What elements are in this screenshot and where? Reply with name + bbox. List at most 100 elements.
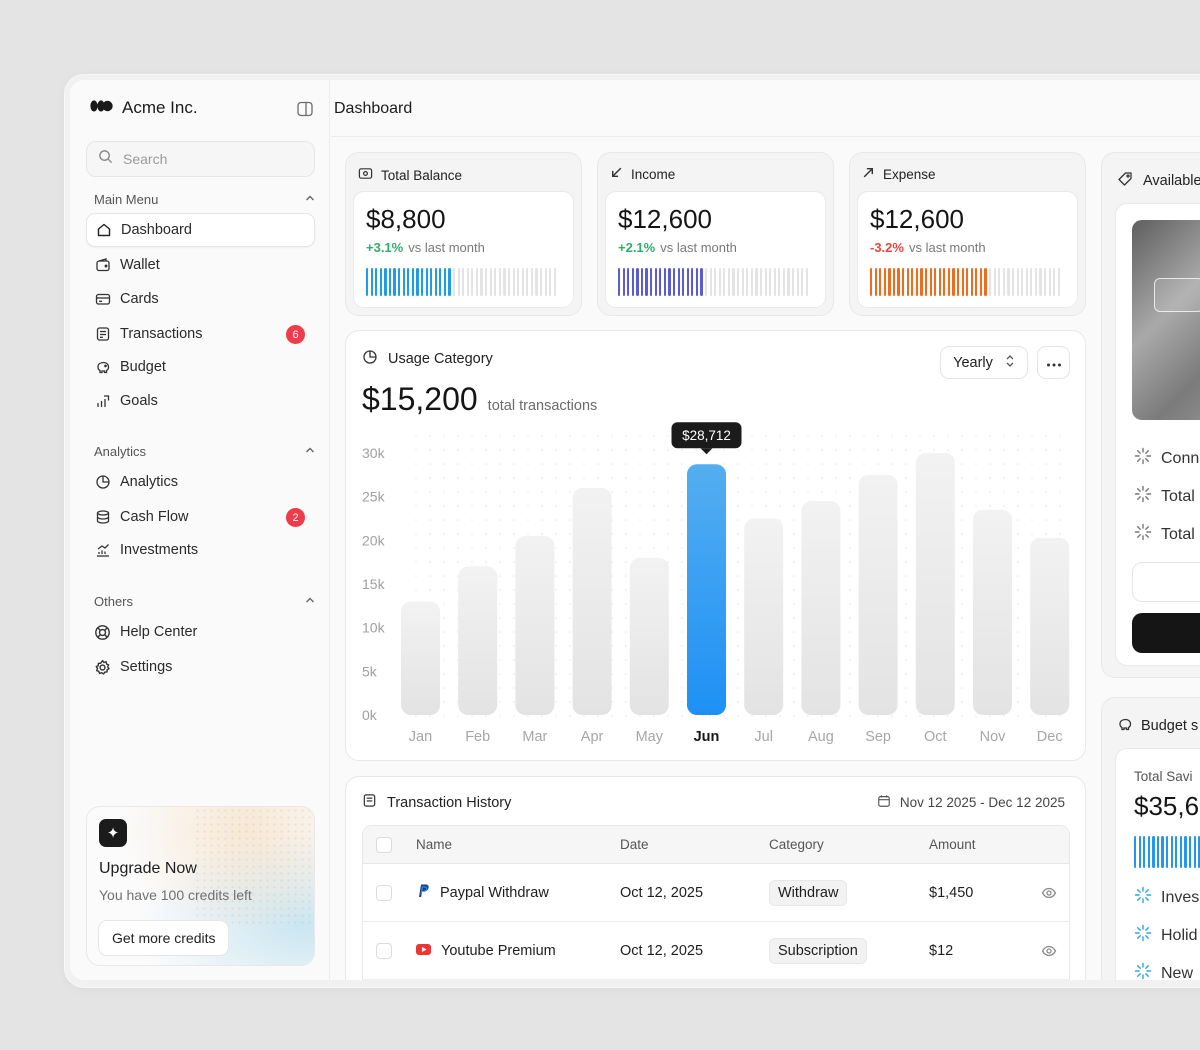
progress-segment xyxy=(677,268,680,296)
progress-segment xyxy=(526,268,529,296)
more-options-button[interactable] xyxy=(1037,346,1070,379)
progress-segment xyxy=(517,268,520,296)
x-tick-label: Feb xyxy=(465,729,490,745)
x-tick-label: Oct xyxy=(924,729,947,745)
progress-segment xyxy=(704,268,708,296)
sidebar-toggle-icon[interactable] xyxy=(296,100,314,118)
stat-card-total-balance: Total Balance $8,800 +3.1% vs last month xyxy=(345,152,582,316)
progress-segment xyxy=(782,268,785,296)
progress-segment xyxy=(979,268,983,296)
chevron-up-icon[interactable] xyxy=(304,594,316,609)
progress-segment xyxy=(902,268,905,296)
progress-segment xyxy=(906,268,909,296)
progress-segment xyxy=(430,268,433,296)
sidebar-item-analytics[interactable]: Analytics xyxy=(86,465,315,499)
credit-card-image[interactable] xyxy=(1132,220,1200,420)
progress-segment xyxy=(961,268,964,296)
sidebar-item-cash-flow[interactable]: Cash Flow 2 xyxy=(86,500,315,534)
sidebar-item-budget[interactable]: Budget xyxy=(86,350,315,384)
table-row[interactable]: Youtube Premium Oct 12, 2025 Subscriptio… xyxy=(363,922,1069,980)
stat-compare-label: vs last month xyxy=(660,240,737,255)
stat-delta: +2.1% vs last month xyxy=(618,240,737,255)
available-row: Total xyxy=(1134,523,1195,546)
main-menu-header[interactable]: Main Menu xyxy=(94,192,316,207)
sidebar-item-settings[interactable]: Settings xyxy=(86,650,315,684)
loader-icon xyxy=(1134,886,1152,909)
eye-icon[interactable] xyxy=(1041,864,1057,921)
get-more-credits-button[interactable]: Get more credits xyxy=(98,920,230,956)
x-tick-label: Apr xyxy=(581,729,604,745)
y-tick-label: 15k xyxy=(362,576,386,592)
select-all-checkbox[interactable] xyxy=(376,836,392,853)
progress-segment xyxy=(975,268,978,296)
bar-feb xyxy=(458,566,498,715)
row-checkbox[interactable] xyxy=(376,884,392,901)
budget-title: Budget s xyxy=(1141,718,1199,734)
progress-segment xyxy=(892,268,896,296)
search-input[interactable] xyxy=(123,151,293,167)
category-pill: Subscription xyxy=(769,937,867,964)
document-icon xyxy=(362,793,377,812)
stat-delta-percent: +3.1% xyxy=(366,240,404,255)
period-select[interactable]: Yearly xyxy=(940,346,1028,379)
brand[interactable]: Acme Inc. xyxy=(90,98,198,118)
column-category[interactable]: Category xyxy=(769,837,824,852)
card-chip-icon xyxy=(1154,278,1200,312)
x-tick-label: May xyxy=(636,729,664,745)
row-checkbox[interactable] xyxy=(376,942,392,959)
row-name: Paypal Withdraw xyxy=(440,884,549,901)
analytics-header[interactable]: Analytics xyxy=(94,444,316,459)
available-row: Conn xyxy=(1134,447,1199,470)
progress-segment xyxy=(741,268,744,296)
progress-segment xyxy=(439,268,442,296)
usage-title: Usage Category xyxy=(388,351,493,367)
column-name[interactable]: Name xyxy=(416,837,453,852)
progress-segment xyxy=(1034,268,1037,296)
table-row[interactable]: Paypal Withdraw Oct 12, 2025 Withdraw $1… xyxy=(363,864,1069,922)
chevron-up-icon[interactable] xyxy=(304,192,316,207)
available-card: Available Conn Total Total xyxy=(1101,152,1200,678)
stat-header: Total Balance xyxy=(358,166,462,184)
sidebar-item-cards[interactable]: Cards xyxy=(86,282,315,316)
others-header[interactable]: Others xyxy=(94,594,316,609)
primary-action-button[interactable] xyxy=(1132,613,1200,653)
progress-segment xyxy=(457,268,460,296)
budget-progress-bars xyxy=(1134,836,1200,868)
sidebar-item-wallet[interactable]: Wallet xyxy=(86,248,315,282)
column-date[interactable]: Date xyxy=(620,837,649,852)
column-amount[interactable]: Amount xyxy=(929,837,976,852)
progress-segment xyxy=(1152,836,1155,868)
date-range-picker[interactable]: Nov 12 2025 - Dec 12 2025 xyxy=(877,794,1065,811)
progress-segment xyxy=(650,268,653,296)
stat-compare-label: vs last month xyxy=(408,240,485,255)
sidebar-item-investments[interactable]: Investments xyxy=(86,533,315,567)
chart-grid xyxy=(415,435,1061,717)
progress-segment xyxy=(1175,836,1178,868)
sidebar-item-goals[interactable]: Goals xyxy=(86,384,315,418)
y-tick-label: 0k xyxy=(362,707,378,723)
progress-segment xyxy=(645,268,648,296)
budget-header: Budget s xyxy=(1117,716,1198,736)
date-range-label: Nov 12 2025 - Dec 12 2025 xyxy=(899,795,1065,810)
budget-row: New xyxy=(1134,962,1193,980)
progress-segment xyxy=(984,268,987,296)
eye-icon[interactable] xyxy=(1041,922,1057,979)
paypal-icon xyxy=(416,883,430,902)
chevron-up-icon[interactable] xyxy=(304,444,316,459)
sidebar-item-transactions[interactable]: Transactions 6 xyxy=(86,317,315,351)
progress-segment xyxy=(443,268,447,296)
sidebar-item-help-center[interactable]: Help Center xyxy=(86,615,315,649)
search-box[interactable] xyxy=(86,141,315,177)
app-window: Acme Inc. Main Menu xyxy=(70,80,1200,980)
budget-row: Inves xyxy=(1134,886,1199,909)
x-tick-label: Nov xyxy=(980,729,1007,745)
secondary-action-button[interactable] xyxy=(1132,562,1200,602)
progress-segment xyxy=(947,268,951,296)
stat-body: $12,600 -3.2% vs last month xyxy=(857,191,1078,308)
progress-segment xyxy=(682,268,685,296)
progress-segment xyxy=(370,268,373,296)
sidebar-item-dashboard[interactable]: Dashboard xyxy=(86,213,315,247)
progress-segment xyxy=(489,268,492,296)
bar-dec xyxy=(1030,537,1070,715)
x-tick-label: Jun xyxy=(694,729,720,745)
